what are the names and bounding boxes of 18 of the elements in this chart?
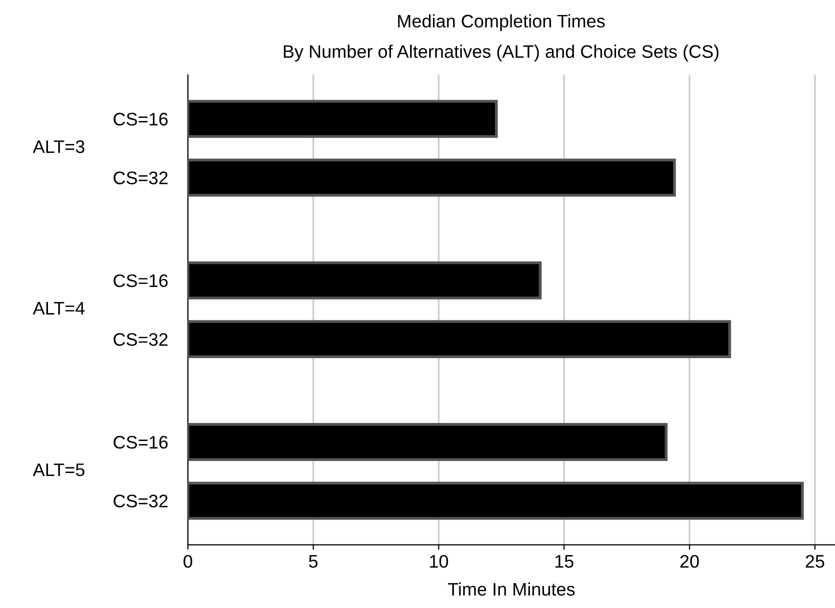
text: ALT=5 bbox=[32, 464, 84, 476]
x-tick-label: 0 bbox=[184, 554, 192, 568]
y-tick-label: CS=32 bbox=[114, 494, 168, 508]
x-tick-label: 5 bbox=[308, 555, 318, 568]
chart-title: Median Completion Times bbox=[398, 14, 605, 32]
x-tick-label: 20 bbox=[680, 554, 699, 568]
x-tick-label: 10 bbox=[430, 554, 448, 568]
x-axis-title: Time In Minutes bbox=[448, 582, 575, 596]
text: ALT=3 bbox=[32, 140, 84, 154]
y-tick-label: CS=32 bbox=[114, 172, 168, 184]
text: ALT=4 bbox=[32, 302, 85, 314]
x-tick-label: 15 bbox=[555, 555, 574, 568]
x-tick-label: 25 bbox=[806, 554, 824, 568]
y-tick-label: CS=16 bbox=[114, 112, 168, 126]
y-tick-label: CS=32 bbox=[114, 333, 168, 346]
chart-subtitle: By Number of Alternatives (ALT) and Choice Sets (CS) bbox=[284, 44, 718, 62]
y-tick-label: CS=16 bbox=[114, 436, 168, 449]
y-tick-label: CS=16 bbox=[114, 274, 168, 288]
